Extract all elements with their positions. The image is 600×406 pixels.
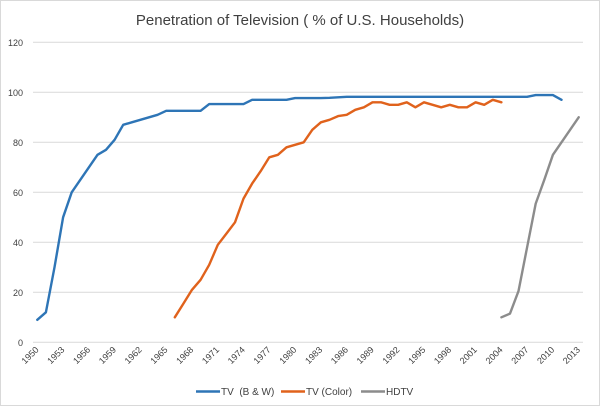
x-tick-label: 1968 [174, 345, 195, 366]
x-tick-label: 1986 [329, 345, 350, 366]
series-lines [36, 93, 580, 321]
x-tick-label: 2007 [509, 345, 530, 366]
y-tick-label: 60 [13, 188, 23, 198]
x-tick-label: 1962 [123, 345, 144, 366]
x-tick-label: 1995 [406, 345, 427, 366]
chart-title: Penetration of Television ( % of U.S. Ho… [136, 12, 464, 29]
x-tick-label: 2010 [535, 345, 556, 366]
x-tick-label: 2013 [561, 345, 582, 366]
x-tick-label: 1998 [432, 345, 453, 366]
x-tick-label: 1989 [355, 345, 376, 366]
series-line [36, 93, 563, 321]
y-tick-label: 40 [13, 238, 23, 248]
y-tick-label: 100 [8, 88, 23, 98]
legend-item: HDTV [361, 387, 414, 398]
y-tick-label: 80 [13, 138, 23, 148]
y-tick-label: 0 [18, 338, 23, 348]
y-tick-label: 20 [13, 288, 23, 298]
series-tv-color [173, 98, 503, 319]
legend: TV (B & W) TV (Color) HDTV [196, 387, 414, 398]
x-tick-label: 1977 [252, 345, 273, 366]
x-tick-label: 1974 [226, 345, 247, 366]
series-line [500, 116, 580, 319]
x-tick-label: 2001 [458, 345, 479, 366]
gridlines [33, 41, 583, 343]
legend-label: HDTV [386, 387, 414, 398]
series-line [173, 98, 503, 319]
x-tick-label: 1953 [45, 345, 66, 366]
legend-item: TV (Color) [281, 387, 352, 398]
y-tick-label: 120 [8, 38, 23, 48]
x-tick-label: 2004 [484, 345, 505, 366]
x-tick-label: 1980 [277, 345, 298, 366]
series-tv-b-w [36, 93, 563, 321]
x-tick-label: 1971 [200, 345, 221, 366]
x-tick-label: 1956 [71, 345, 92, 366]
legend-label: TV (B & W) [221, 387, 274, 398]
x-axis-ticks: 1950 1953 1956 1959 1962 1965 1968 1971 1974 1977… [19, 345, 582, 366]
x-tick-label: 1983 [303, 345, 324, 366]
x-tick-label: 1965 [148, 345, 169, 366]
y-axis-ticks: 0 20 40 60 80 100 120 [8, 38, 23, 348]
series-hdtv [500, 116, 580, 319]
legend-item: TV (B & W) [196, 387, 274, 398]
legend-label: TV (Color) [306, 387, 352, 398]
x-tick-label: 1950 [19, 345, 40, 366]
x-tick-label: 1992 [380, 345, 401, 366]
x-tick-label: 1959 [97, 345, 118, 366]
